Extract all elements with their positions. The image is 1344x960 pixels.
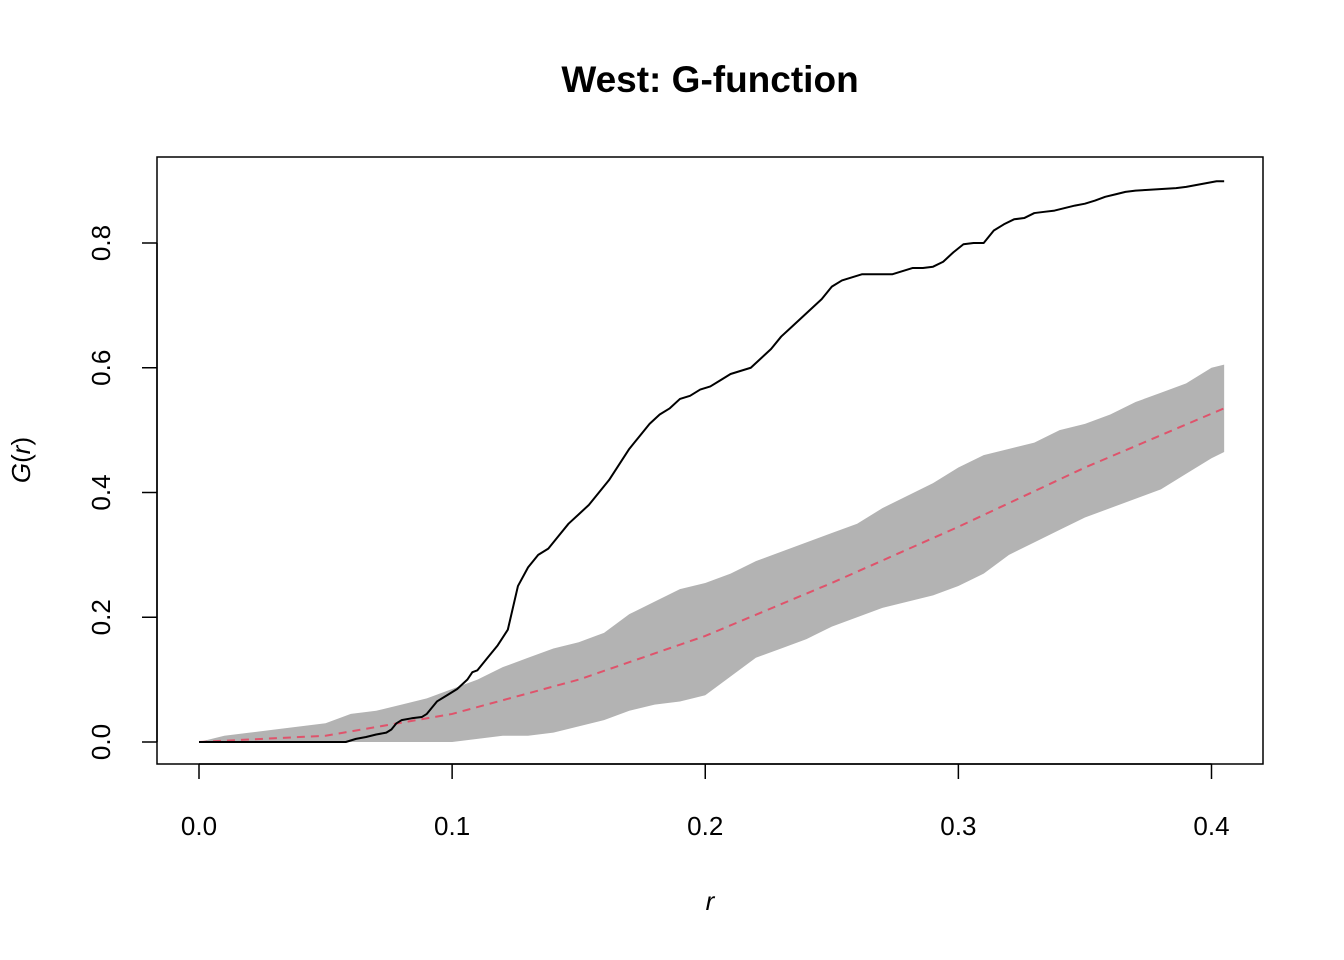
envelope-layer — [199, 364, 1225, 742]
x-tick-label: 0.3 — [940, 811, 976, 841]
y-axis-label-close: ) — [6, 437, 36, 446]
y-axis-label-fn: G — [6, 463, 36, 483]
envelope-band — [199, 364, 1225, 742]
series-layer — [198, 180, 1225, 743]
y-tick-label: 0.6 — [86, 350, 116, 386]
y-tick-label: 0.0 — [86, 724, 116, 760]
y-tick-label: 0.2 — [86, 599, 116, 635]
y-axis-label-arg: r — [6, 444, 36, 454]
y-tick-label: 0.4 — [86, 474, 116, 510]
x-axis: 0.0 0.1 0.2 0.3 0.4 — [181, 763, 1230, 841]
y-tick-label: 0.8 — [86, 225, 116, 261]
y-axis-label: G(r) — [6, 437, 36, 483]
x-tick-label: 0.4 — [1193, 811, 1229, 841]
x-tick-label: 0.0 — [181, 811, 217, 841]
y-axis-label-open: ( — [6, 454, 36, 463]
theoretical-line — [198, 407, 1225, 743]
y-axis: 0.0 0.2 0.4 0.6 0.8 — [86, 225, 158, 760]
x-axis-label: r — [706, 886, 716, 916]
observed-line — [199, 180, 1225, 743]
x-tick-label: 0.1 — [434, 811, 470, 841]
chart-title: West: G-function — [561, 59, 858, 100]
x-tick-label: 0.2 — [687, 811, 723, 841]
